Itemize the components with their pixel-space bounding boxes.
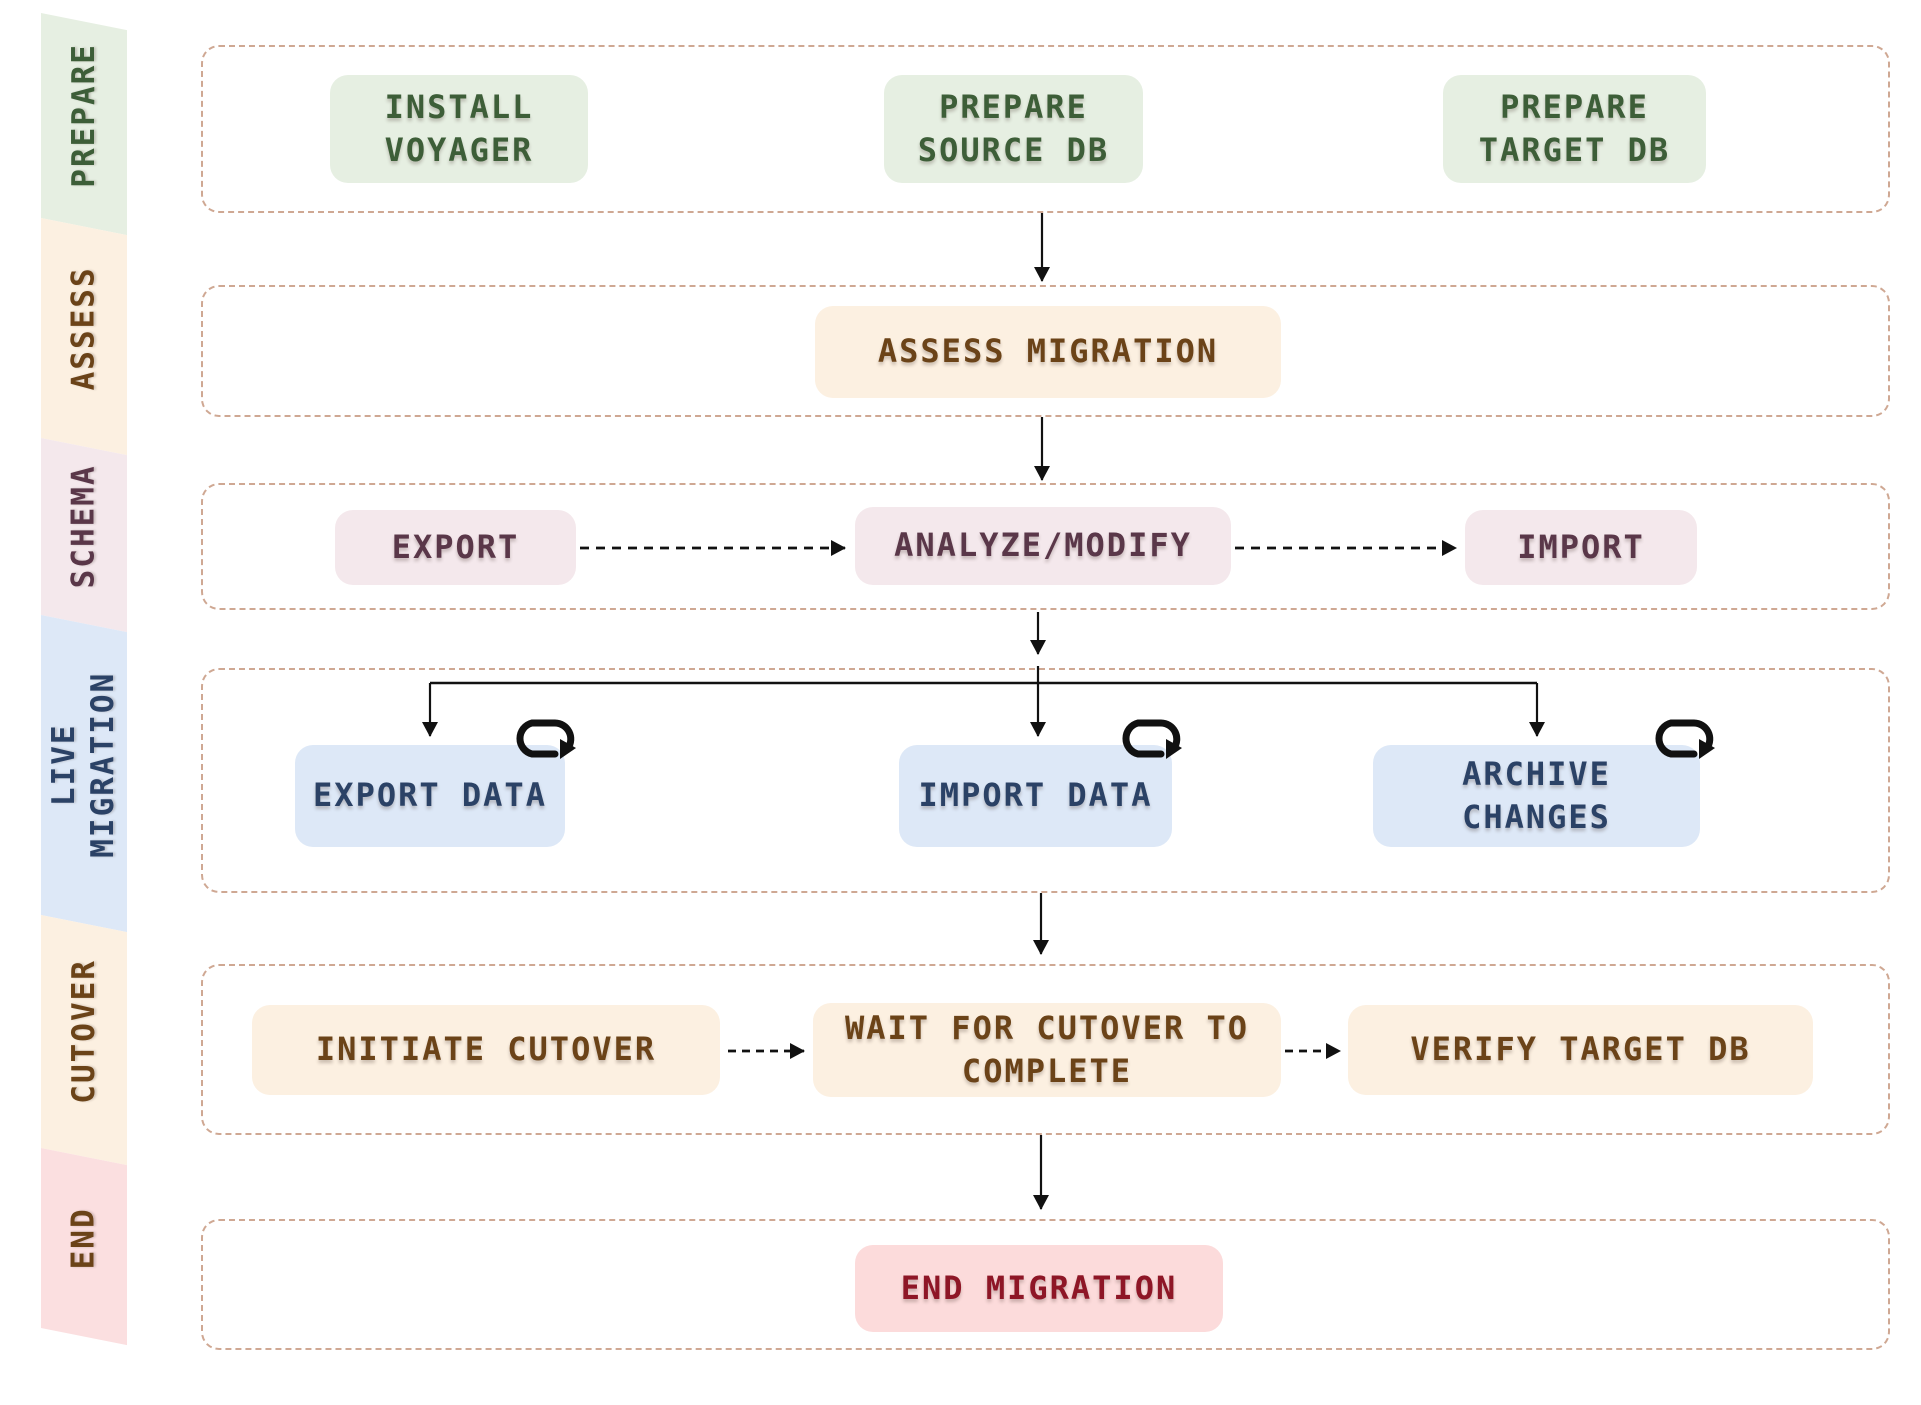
node-prepare-target-db: PREPARE TARGET DB <box>1443 75 1706 183</box>
node-export-schema: EXPORT <box>335 510 576 585</box>
phase-live-migration-label: LIVE MIGRATION <box>46 672 122 858</box>
node-archive-changes: ARCHIVE CHANGES <box>1373 745 1700 847</box>
node-import-schema-label: IMPORT <box>1517 527 1645 566</box>
phase-end: END <box>41 1148 127 1346</box>
node-prepare-target-db-label: PREPARE TARGET DB <box>1478 87 1671 169</box>
node-import-data-label: IMPORT DATA <box>918 776 1153 815</box>
phase-schema-label: SCHEMA <box>65 464 102 589</box>
repeat-loop-icon <box>1117 716 1183 762</box>
node-wait-for-cutover-label: WAIT FOR CUTOVER TO COMPLETE <box>844 1008 1250 1090</box>
node-analyze-modify-label: ANALYZE/MODIFY <box>894 526 1192 565</box>
row-end <box>201 1219 1890 1350</box>
repeat-loop-icon <box>1650 716 1716 762</box>
repeat-loop-icon <box>511 716 577 762</box>
phase-schema: SCHEMA <box>41 438 127 633</box>
node-verify-target-db: VERIFY TARGET DB <box>1348 1005 1813 1095</box>
phase-end-label: END <box>65 1207 102 1269</box>
row-schema <box>201 483 1890 610</box>
row-cutover <box>201 964 1890 1135</box>
phase-live-migration: LIVE MIGRATION <box>41 615 127 933</box>
phase-assess-label: ASSESS <box>65 266 102 390</box>
node-install-voyager-label: INSTALL VOYAGER <box>384 87 534 169</box>
node-initiate-cutover: INITIATE CUTOVER <box>252 1005 720 1095</box>
node-export-data: EXPORT DATA <box>295 745 565 847</box>
node-export-schema-label: EXPORT <box>391 527 520 566</box>
node-prepare-source-db-label: PREPARE SOURCE DB <box>917 87 1110 169</box>
node-install-voyager: INSTALL VOYAGER <box>330 75 588 183</box>
node-assess-migration: ASSESS MIGRATION <box>815 306 1281 398</box>
node-archive-changes-label: ARCHIVE CHANGES <box>1462 754 1611 836</box>
phase-assess: ASSESS <box>41 218 127 456</box>
node-import-schema: IMPORT <box>1465 510 1697 585</box>
node-assess-migration-label: ASSESS MIGRATION <box>877 332 1219 371</box>
node-initiate-cutover-label: INITIATE CUTOVER <box>315 1030 657 1069</box>
phase-prepare-label: PREPARE <box>65 43 102 188</box>
node-end-migration: END MIGRATION <box>855 1245 1223 1332</box>
node-import-data: IMPORT DATA <box>899 745 1172 847</box>
node-end-migration-label: END MIGRATION <box>900 1268 1178 1307</box>
node-prepare-source-db: PREPARE SOURCE DB <box>884 75 1143 183</box>
phase-prepare: PREPARE <box>41 13 127 236</box>
node-verify-target-db-label: VERIFY TARGET DB <box>1410 1030 1751 1069</box>
node-export-data-label: EXPORT DATA <box>313 776 547 815</box>
node-wait-for-cutover: WAIT FOR CUTOVER TO COMPLETE <box>813 1003 1281 1097</box>
row-prepare <box>201 45 1890 213</box>
phase-cutover: CUTOVER <box>41 915 127 1166</box>
phase-cutover-label: CUTOVER <box>65 959 102 1104</box>
node-analyze-modify: ANALYZE/MODIFY <box>855 507 1231 585</box>
phase-sidebar: PREPARE ASSESS SCHEMA LIVE MIGRATION CUT… <box>41 0 127 1405</box>
row-assess <box>201 285 1890 417</box>
row-live-migration <box>201 668 1890 893</box>
